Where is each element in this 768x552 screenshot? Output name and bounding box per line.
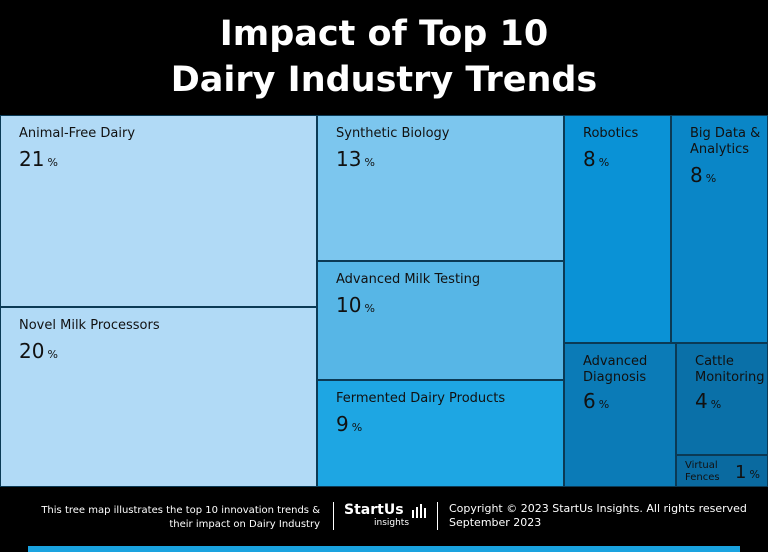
tile-label: Big Data & Analytics [690, 126, 761, 157]
tile-value: 10% [336, 294, 375, 320]
tile-label: Robotics [583, 126, 639, 141]
tile-value-unit: % [364, 302, 375, 315]
tile-value-unit: % [749, 468, 760, 481]
date-text: September 2023 [449, 516, 542, 529]
treemap-tile: Virtual Fences 1% [676, 455, 768, 487]
tile-value-number: 8 [583, 147, 596, 171]
tile-value: 8% [583, 148, 609, 174]
tile-value-unit: % [598, 156, 610, 169]
tile-value: 20% [19, 340, 58, 366]
treemap-tile: Animal-Free Dairy 21% [0, 115, 317, 307]
tile-value-number: 4 [695, 389, 708, 413]
tile-value: 8% [690, 164, 716, 190]
tile-label: Synthetic Biology [336, 126, 450, 141]
logo-brand: StartUs [344, 502, 404, 518]
description-line-1: This tree map illustrates the top 10 inn… [41, 505, 320, 516]
tile-value-number: 9 [336, 412, 349, 436]
treemap-tile: Novel Milk Processors 20% [0, 307, 317, 487]
tile-label: Advanced Milk Testing [336, 272, 481, 287]
footer-copyright: Copyright © 2023 StartUs Insights. All r… [449, 502, 747, 530]
tile-value-number: 20 [19, 339, 45, 363]
tile-value-number: 6 [583, 389, 596, 413]
tile-label: Virtual Fences [685, 460, 720, 483]
tile-value: 13% [336, 148, 375, 174]
tile-value-number: 13 [336, 147, 362, 171]
tile-label: Novel Milk Processors [19, 318, 160, 333]
footer-description: This tree map illustrates the top 10 inn… [41, 504, 320, 532]
title-line-1: Impact of Top 10 [219, 14, 549, 54]
description-line-2: their impact on Dairy Industry [169, 519, 320, 530]
tile-value-unit: % [364, 156, 375, 169]
tile-label: Advanced Diagnosis [583, 354, 648, 385]
chart-title: Impact of Top 10 Dairy Industry Trends [0, 0, 768, 114]
tile-value-number: 1 [735, 462, 747, 483]
tile-value-number: 8 [690, 163, 703, 187]
title-line-2: Dairy Industry Trends [170, 60, 598, 100]
tile-value-number: 10 [336, 293, 362, 317]
treemap-tile: Advanced Diagnosis 6% [564, 343, 676, 487]
tile-value-unit: % [47, 348, 58, 361]
tile-value-unit: % [351, 421, 363, 434]
treemap-tile: Big Data & Analytics 8% [671, 115, 768, 343]
copyright-text: Copyright © 2023 StartUs Insights. All r… [449, 502, 747, 515]
tile-label: Fermented Dairy Products [336, 391, 506, 406]
treemap-tile: Robotics 8% [564, 115, 671, 343]
tile-value: 9% [336, 413, 362, 439]
tile-value-number: 21 [19, 147, 45, 171]
tile-value-unit: % [710, 398, 722, 411]
footer: This tree map illustrates the top 10 inn… [0, 487, 768, 552]
treemap-tile: Synthetic Biology 13% [317, 115, 564, 261]
tile-value: 1% [735, 462, 760, 486]
tile-value: 21% [19, 148, 58, 174]
tile-value-unit: % [705, 172, 717, 185]
bottom-accent-bar [28, 546, 740, 552]
startus-logo: StartUs insights [344, 502, 428, 532]
tile-label: Animal-Free Dairy [19, 126, 136, 141]
footer-divider-left [333, 502, 334, 530]
treemap: Animal-Free Dairy 21% Novel Milk Processor… [0, 115, 768, 487]
logo-sub: insights [374, 518, 410, 528]
tile-label: Cattle Monitoring [695, 354, 765, 385]
treemap-tile: Fermented Dairy Products 9% [317, 380, 564, 487]
tile-value: 4% [695, 390, 721, 416]
footer-divider-right [437, 502, 438, 530]
tile-value-unit: % [47, 156, 58, 169]
treemap-tile: Advanced Milk Testing 10% [317, 261, 564, 380]
logo-bars-icon [412, 504, 426, 518]
tile-value-unit: % [598, 398, 610, 411]
treemap-tile: Cattle Monitoring 4% [676, 343, 768, 455]
tile-value: 6% [583, 390, 609, 416]
